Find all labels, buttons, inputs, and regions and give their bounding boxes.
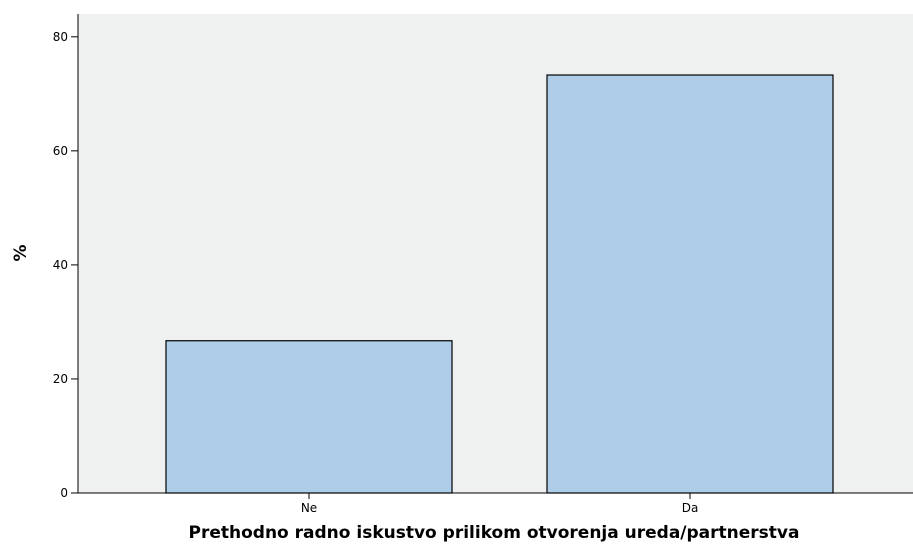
y-tick-label: 80 — [53, 30, 68, 44]
x-tick-label-ne: Ne — [301, 501, 317, 515]
axes: 0 20 40 60 80 Ne Da — [53, 14, 913, 515]
x-tick-label-da: Da — [682, 501, 699, 515]
bar-ne — [165, 340, 453, 494]
y-tick-label: 20 — [53, 372, 68, 386]
x-axis-title: Prethodno radno iskustvo prilikom otvore… — [189, 523, 800, 543]
y-tick-label: 0 — [60, 486, 68, 500]
y-tick-label: 60 — [53, 144, 68, 158]
y-axis-title: % — [11, 244, 31, 261]
y-tick-label: 40 — [53, 258, 68, 272]
bar-da — [546, 74, 834, 494]
bars — [165, 74, 834, 494]
